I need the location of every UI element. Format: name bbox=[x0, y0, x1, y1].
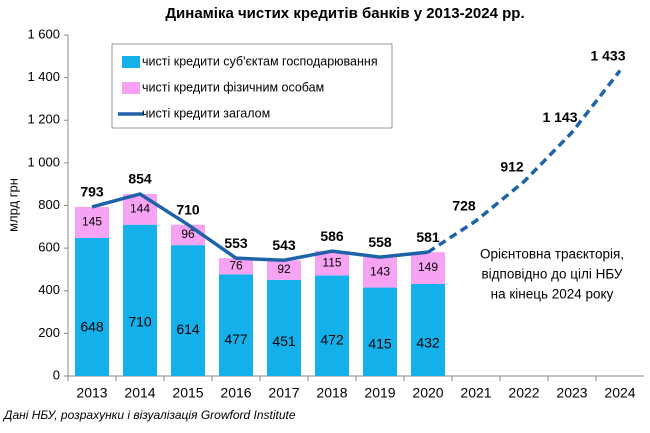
bar-label: 614 bbox=[176, 321, 200, 337]
y-axis-label: млрд грн bbox=[5, 178, 20, 232]
y-tick-label: 1 600 bbox=[27, 26, 60, 41]
legend-label: чисті кредити загалом bbox=[142, 106, 270, 120]
bar bbox=[219, 258, 253, 275]
bar-label: 143 bbox=[370, 264, 390, 278]
line-label: 912 bbox=[500, 158, 524, 174]
bar-label: 477 bbox=[224, 331, 248, 347]
line bbox=[91, 192, 429, 263]
bar-label: 472 bbox=[320, 331, 344, 347]
x-tick-label: 2019 bbox=[364, 385, 395, 401]
bar bbox=[267, 279, 301, 376]
legend-swatch bbox=[122, 82, 140, 94]
source: Дані НБУ, розрахунки і візуалізація Grow… bbox=[2, 408, 296, 422]
bar-label: 92 bbox=[277, 262, 291, 276]
line-label: 854 bbox=[128, 171, 152, 187]
y-tick-label: 1 200 bbox=[27, 112, 60, 127]
bar bbox=[219, 274, 253, 376]
line-label: 710 bbox=[176, 201, 200, 217]
bar-label: 415 bbox=[368, 336, 392, 352]
line-label: 581 bbox=[416, 229, 440, 245]
x-tick-label: 2018 bbox=[316, 385, 347, 401]
x-tick-label: 2013 bbox=[76, 385, 107, 401]
bar-label: 115 bbox=[322, 255, 341, 269]
y-tick-label: 0 bbox=[53, 367, 60, 382]
annotation: на кінець 2024 року bbox=[491, 287, 614, 302]
line-label: 1 433 bbox=[590, 47, 625, 63]
bar-label: 432 bbox=[416, 334, 440, 350]
bar-label: 96 bbox=[181, 227, 195, 241]
bar-label: 149 bbox=[418, 260, 438, 274]
x-tick-label: 2014 bbox=[124, 385, 155, 401]
y-tick-label: 1 400 bbox=[27, 69, 60, 84]
legend-swatch bbox=[122, 56, 140, 68]
bar-label: 145 bbox=[82, 215, 102, 229]
line-label: 728 bbox=[452, 198, 476, 214]
bar-label: 76 bbox=[229, 258, 243, 272]
y-tick-label: 200 bbox=[38, 325, 60, 340]
bar-label: 451 bbox=[272, 333, 296, 349]
x-tick-label: 2017 bbox=[268, 385, 299, 401]
bar bbox=[315, 275, 349, 376]
bar bbox=[123, 224, 157, 376]
x-tick-label: 2016 bbox=[220, 385, 251, 401]
bar-label: 648 bbox=[80, 318, 104, 334]
legend-label: чисті кредити фізичним особам bbox=[142, 80, 324, 94]
bar bbox=[411, 252, 445, 284]
line-label: 553 bbox=[224, 235, 248, 251]
line-label: 793 bbox=[80, 184, 104, 200]
x-tick-label: 2022 bbox=[508, 385, 539, 401]
trajectory-line bbox=[427, 69, 622, 254]
bar bbox=[411, 283, 445, 376]
bar-label: 144 bbox=[130, 202, 150, 216]
bar bbox=[363, 257, 397, 288]
y-tick-label: 400 bbox=[38, 282, 60, 297]
x-tick-label: 2023 bbox=[556, 385, 587, 401]
bar bbox=[75, 237, 109, 376]
y-tick-label: 1 000 bbox=[27, 154, 60, 169]
annotation: відповідно до цілі НБУ bbox=[482, 267, 623, 282]
chart-title: Динаміка чистих кредитів банків у 2013-2… bbox=[165, 5, 524, 22]
bar bbox=[123, 193, 157, 225]
annotation: Орієнтовна траєкторія, bbox=[480, 247, 624, 262]
x-tick-label: 2015 bbox=[172, 385, 203, 401]
line-label: 543 bbox=[272, 237, 296, 253]
x-tick-label: 2021 bbox=[460, 385, 491, 401]
y-tick-label: 600 bbox=[38, 240, 60, 255]
legend-box bbox=[111, 43, 393, 129]
bar-label: 710 bbox=[128, 314, 152, 330]
line-label: 1 143 bbox=[542, 109, 577, 125]
line-label: 586 bbox=[320, 228, 344, 244]
x-tick-label: 2024 bbox=[604, 385, 635, 401]
line-label: 558 bbox=[368, 234, 392, 250]
bar bbox=[75, 206, 109, 238]
legend-label: чисті кредити суб'єктам господарювання bbox=[142, 54, 378, 68]
bar bbox=[267, 260, 301, 280]
bar bbox=[171, 245, 205, 376]
x-tick-label: 2020 bbox=[412, 385, 443, 401]
bar bbox=[363, 287, 397, 376]
y-tick-label: 800 bbox=[38, 197, 60, 212]
